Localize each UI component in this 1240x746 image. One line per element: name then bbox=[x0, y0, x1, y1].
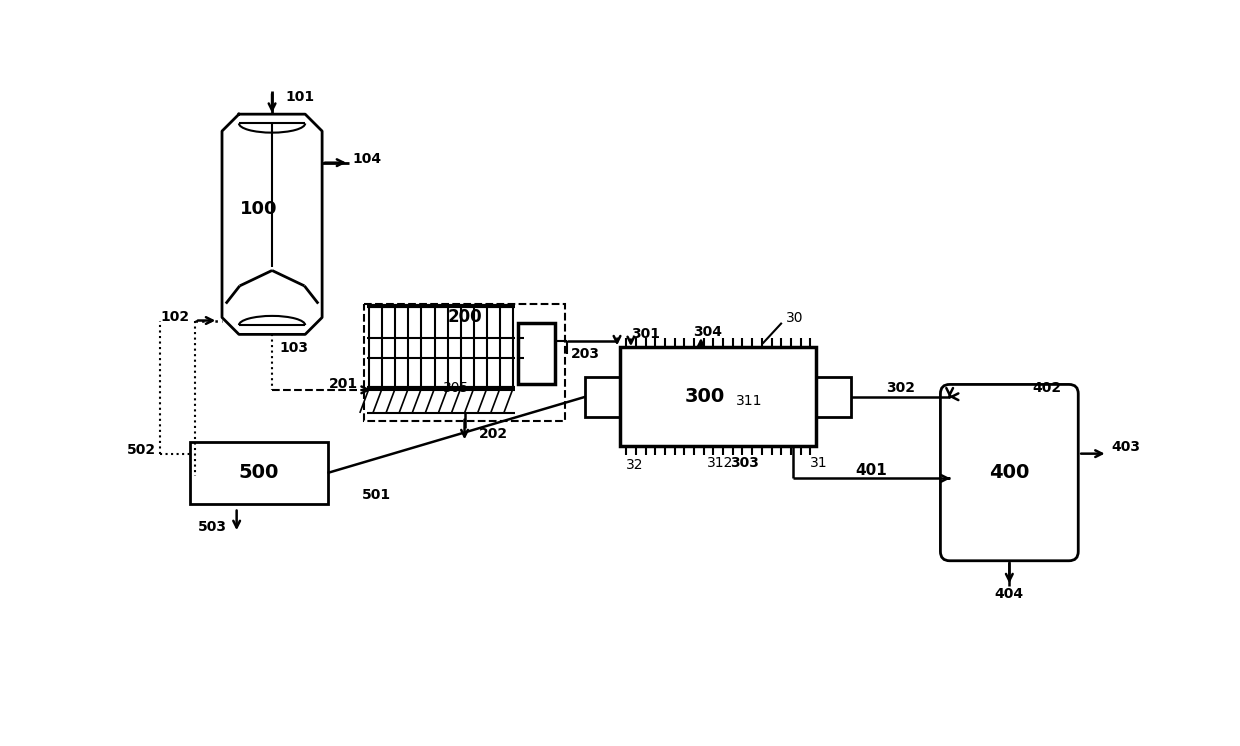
Text: 501: 501 bbox=[362, 488, 392, 501]
Bar bbox=[620, 348, 816, 446]
Text: 500: 500 bbox=[239, 463, 279, 483]
Text: 31: 31 bbox=[810, 456, 828, 470]
Bar bbox=[518, 323, 556, 384]
Text: 400: 400 bbox=[990, 463, 1029, 482]
Bar bbox=[191, 442, 327, 504]
Text: 201: 201 bbox=[329, 377, 358, 392]
Text: 104: 104 bbox=[353, 152, 382, 166]
Text: 30: 30 bbox=[786, 311, 804, 325]
Text: 502: 502 bbox=[126, 443, 156, 457]
Text: 303: 303 bbox=[730, 456, 759, 470]
Text: 403: 403 bbox=[1111, 440, 1141, 454]
Text: 32: 32 bbox=[626, 458, 644, 472]
Bar bbox=[816, 377, 851, 417]
Text: 300: 300 bbox=[684, 387, 724, 407]
Text: 101: 101 bbox=[286, 90, 315, 104]
Text: 302: 302 bbox=[885, 380, 915, 395]
Text: 202: 202 bbox=[479, 427, 507, 442]
Text: 200: 200 bbox=[448, 308, 482, 327]
Text: 301: 301 bbox=[631, 327, 660, 341]
Text: 402: 402 bbox=[1033, 380, 1061, 395]
Bar bbox=[585, 377, 620, 417]
Text: 100: 100 bbox=[239, 200, 277, 218]
Text: 312: 312 bbox=[707, 456, 733, 470]
Text: 401: 401 bbox=[856, 463, 888, 478]
Text: 311: 311 bbox=[735, 394, 763, 407]
Text: 103: 103 bbox=[280, 341, 309, 355]
Text: 203: 203 bbox=[570, 347, 600, 360]
Text: 305: 305 bbox=[444, 380, 470, 395]
Bar bbox=[365, 304, 564, 421]
Text: 102: 102 bbox=[160, 310, 190, 324]
Text: 304: 304 bbox=[693, 325, 722, 339]
Text: 503: 503 bbox=[197, 520, 227, 534]
Text: 404: 404 bbox=[994, 587, 1024, 601]
